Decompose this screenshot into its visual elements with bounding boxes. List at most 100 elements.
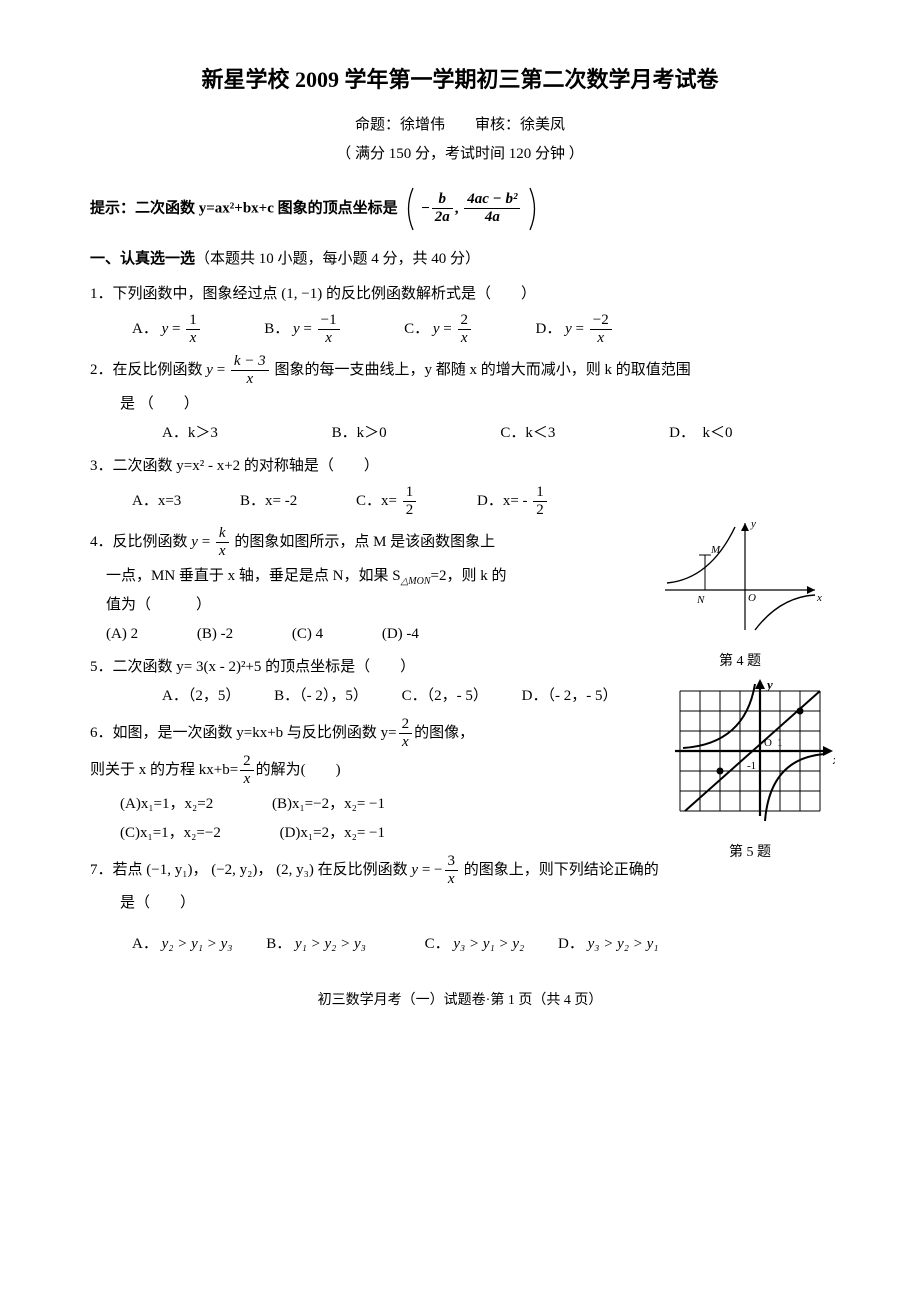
question-3: 3．二次函数 y=x² - x+2 的对称轴是（ ） A．x=3 B．x= -2… — [90, 453, 830, 520]
q5-opt-d: D．（- 2，- 5） — [522, 688, 618, 704]
q4-frac-den: x — [216, 543, 229, 560]
q7-frac-num: 3 — [445, 853, 459, 871]
q4-line3: 值为（ ） — [90, 592, 640, 619]
q3-options: A．x=3 B．x= -2 C．x= 12 D．x= - 12 — [90, 484, 830, 520]
q2-opt-c: C．k＜3 — [500, 425, 555, 441]
q3-opt-a: A．x=3 — [132, 493, 181, 509]
q1-opt-c-label: C． — [404, 321, 429, 337]
q5-opt-b: B．（- 2），5） — [274, 688, 368, 704]
q7-frac-den: x — [445, 871, 459, 888]
q4-stem2: 的图象如图所示，点 M 是该函数图象上 — [234, 534, 495, 550]
q1-opt-a-label: A． — [132, 321, 158, 337]
q2-stem2: 图象的每一支曲线上，y 都随 x 的增大而减小，则 k 的取值范围 — [274, 362, 690, 378]
hint-text: 提示：二次函数 y=ax²+bx+c 图象的顶点坐标是 — [90, 200, 398, 216]
svg-text:-1: -1 — [747, 760, 756, 772]
q7-stem2: 在反比例函数 — [318, 862, 408, 878]
q4-opt-c: (C) 4 — [292, 626, 323, 642]
q7-opt-c: y₃ > y₁ > y₂ — [453, 936, 524, 952]
q6-line1: 6．如图，是一次函数 y=kx+b 与反比例函数 y=2x的图像， — [90, 716, 640, 752]
svg-text:M: M — [710, 544, 721, 556]
svg-text:x: x — [832, 752, 835, 767]
q6-line2: 则关于 x 的方程 kx+b=2x的解为( ) — [90, 753, 640, 789]
q6-stem1: 6．如图，是一次函数 y=kx+b 与反比例函数 y= — [90, 725, 397, 741]
question-1: 1．下列函数中，图象经过点 (1, −1) 的反比例函数解析式是（ ） A． y… — [90, 281, 830, 348]
section-1-title: 一、认真选一选 — [90, 251, 195, 267]
hint-line: 提示：二次函数 y=ax²+bx+c 图象的顶点坐标是 −b2a, 4ac − … — [90, 186, 830, 232]
q6-opt-a: (A)x₁=1，x₂=2 — [120, 796, 213, 812]
q2-options: A．k＞3 B．k＞0 C．k＜3 D． k＜0 — [90, 420, 830, 447]
q4-stem3: 一点，MN 垂直于 x 轴，垂足是点 N，如果 S — [106, 568, 401, 584]
rules-line: （ 满分 150 分，考试时间 120 分钟 ） — [90, 141, 830, 168]
q6-frac-den1: x — [399, 734, 413, 751]
q7-opt-a-label: A． — [132, 936, 158, 952]
q6-frac-num2: 2 — [240, 753, 254, 771]
section-1-detail: （本题共 10 小题，每小题 4 分，共 40 分） — [195, 251, 480, 267]
q7-opt-b: y₁ > y₂ > y₃ — [295, 936, 366, 952]
q4-sub: △MON — [401, 576, 431, 587]
q6-stem3: 则关于 x 的方程 kx+b= — [90, 762, 238, 778]
q7-opt-b-label: B． — [266, 936, 291, 952]
q7-options: A． y₂ > y₁ > y₃ B． y₁ > y₂ > y₃ C． y₃ > … — [90, 931, 830, 958]
q2-stem: 2．在反比例函数 y = k − 3x 图象的每一支曲线上，y 都随 x 的增大… — [90, 353, 830, 389]
q6-opt-d: (D)x₁=2，x₂= −1 — [280, 825, 385, 841]
q5-opt-a: A．（2，5） — [162, 688, 240, 704]
q2-stem1: 2．在反比例函数 — [90, 362, 203, 378]
question-4: x y O M N 第 4 题 4．反比例函数 y = kx 的图象如图所示，点… — [90, 525, 830, 648]
q6-stem2: 的图像， — [414, 725, 474, 741]
q1-opt-d-label: D． — [536, 321, 562, 337]
q7-opt-a: y₂ > y₁ > y₃ — [162, 936, 233, 952]
q7-p2: (−2, y₂) — [211, 862, 257, 878]
svg-text:N: N — [696, 594, 705, 606]
q7-opt-d: y₃ > y₂ > y₁ — [588, 936, 659, 952]
page-title: 新星学校 2009 学年第一学期初三第二次数学月考试卷 — [90, 60, 830, 100]
svg-text:x: x — [816, 592, 822, 604]
q3-opt-c: C．x= — [356, 493, 397, 509]
page-footer: 初三数学月考（一）试题卷·第 1 页（共 4 页） — [90, 988, 830, 1013]
q4-line1: 4．反比例函数 y = kx 的图象如图所示，点 M 是该函数图象上 — [90, 525, 640, 561]
q2-stem3: 是 （ ） — [90, 391, 830, 418]
q4-stem1: 4．反比例函数 — [90, 534, 188, 550]
question-6: x y O 1 -1 第 5 题 6．如图，是一次函数 y=kx+b 与反比例函… — [90, 716, 830, 847]
q6-stem4: 的解为( ) — [256, 762, 341, 778]
q2-frac-num: k − 3 — [231, 353, 269, 371]
svg-text:O: O — [748, 592, 756, 604]
q6-frac-num1: 2 — [399, 716, 413, 734]
question-2: 2．在反比例函数 y = k − 3x 图象的每一支曲线上，y 都随 x 的增大… — [90, 353, 830, 447]
vertex-formula: −b2a, 4ac − b²4a — [401, 186, 542, 232]
q7-opt-c-label: C． — [425, 936, 450, 952]
q4-opt-d: (D) -4 — [382, 626, 419, 642]
figure-q6: x y O 1 -1 第 5 题 — [660, 676, 840, 865]
vertex-den1: 2a — [432, 209, 453, 226]
q1-opt-b-label: B． — [264, 321, 289, 337]
authors-line: 命题：徐增伟 审核：徐美凤 — [90, 112, 830, 139]
q4-opt-a: (A) 2 — [106, 626, 138, 642]
q7-opt-d-label: D． — [558, 936, 584, 952]
q3-opt-d: D．x= - — [477, 493, 528, 509]
q3-opt-b: B．x= -2 — [240, 493, 297, 509]
q4-options: (A) 2 (B) -2 (C) 4 (D) -4 — [90, 621, 640, 648]
q6-frac-den2: x — [240, 771, 254, 788]
q7-p1: (−1, y₁) — [146, 862, 192, 878]
figure-q4: x y O M N 第 4 题 — [650, 515, 830, 674]
q4-line2: 一点，MN 垂直于 x 轴，垂足是点 N，如果 S△MON=2，则 k 的 — [90, 563, 640, 590]
q7-stem1: 7．若点 — [90, 862, 143, 878]
q5-opt-c: C．（2，- 5） — [402, 688, 488, 704]
q1-options: A． y = 1x B． y = −1x C． y = 2x D． y = −2… — [90, 312, 830, 348]
q7-p3: (2, y₃) — [276, 862, 314, 878]
q6-opt-c: (C)x₁=1，x₂=−2 — [120, 825, 221, 841]
q6-opt-b: (B)x₁=−2，x₂= −1 — [272, 796, 385, 812]
vertex-den2: 4a — [464, 209, 520, 226]
q4-frac-num: k — [216, 525, 229, 543]
section-1-header: 一、认真选一选（本题共 10 小题，每小题 4 分，共 40 分） — [90, 246, 830, 273]
q6-opts1: (A)x₁=1，x₂=2 (B)x₁=−2，x₂= −1 — [90, 791, 640, 818]
q4-opt-b: (B) -2 — [197, 626, 233, 642]
q7-stem4: 是（ ） — [90, 890, 830, 917]
q7-stem: 7．若点 (−1, y₁)， (−2, y₂)， (2, y₃) 在反比例函数 … — [90, 853, 830, 889]
q2-frac-den: x — [231, 371, 269, 388]
svg-text:y: y — [765, 677, 773, 692]
q2-opt-b: B．k＞0 — [332, 425, 387, 441]
svg-text:1: 1 — [777, 737, 783, 749]
vertex-num2: 4ac − b² — [464, 191, 520, 209]
q2-opt-d: D． k＜0 — [669, 425, 732, 441]
question-7: 7．若点 (−1, y₁)， (−2, y₂)， (2, y₃) 在反比例函数 … — [90, 853, 830, 959]
